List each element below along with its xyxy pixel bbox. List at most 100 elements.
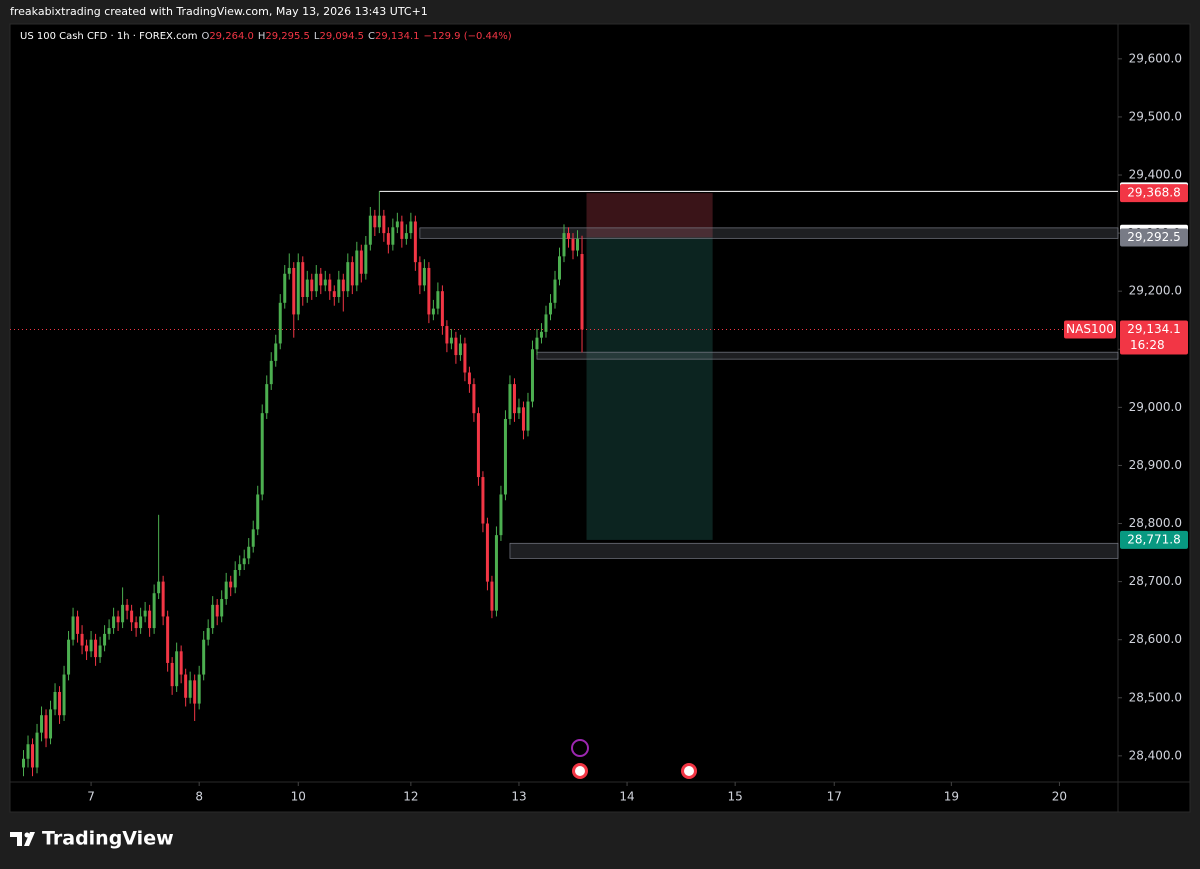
candle-body [436, 291, 440, 309]
candle-body [521, 407, 525, 431]
y-tick-label: 28,800.0 [1129, 516, 1182, 530]
candle-body [256, 494, 260, 530]
candle-body [346, 262, 350, 292]
y-tick-label: 28,700.0 [1129, 574, 1182, 588]
candle-body [467, 372, 471, 385]
candle-body [121, 604, 125, 623]
candle-body [530, 349, 534, 402]
candle-body [40, 715, 44, 733]
last-price: 29,134.1 [1127, 322, 1180, 336]
candle-body [274, 343, 278, 361]
x-tick-label: 8 [195, 790, 203, 804]
candle-body [427, 267, 431, 315]
price-label: 29,292.5 [1127, 230, 1180, 244]
legend-key: H [258, 31, 266, 42]
candle-body [454, 337, 458, 356]
candle-body [557, 256, 561, 280]
candle-body [98, 645, 102, 658]
y-tick-label: 29,600.0 [1129, 51, 1182, 65]
candle-body [292, 267, 296, 315]
candle-body [382, 215, 386, 234]
candle-body [184, 674, 188, 698]
candle-body [400, 221, 404, 239]
candle-body [67, 639, 71, 675]
candle-body [418, 262, 422, 286]
candle-body [22, 758, 26, 768]
candle-body [26, 744, 30, 759]
candle-body [193, 680, 197, 704]
candle-body [368, 215, 372, 245]
candle-body [485, 523, 489, 582]
y-tick-label: 28,400.0 [1129, 748, 1182, 762]
candle-body [31, 744, 35, 768]
candle-body [206, 628, 210, 640]
candle-body [364, 244, 368, 274]
candle-body [80, 633, 84, 646]
x-tick-label: 15 [728, 790, 743, 804]
candle-body [53, 691, 57, 710]
y-tick-label: 29,500.0 [1129, 109, 1182, 123]
candle-body [517, 407, 521, 414]
x-tick-label: 13 [511, 790, 526, 804]
candle-body [211, 604, 215, 629]
candle-body [562, 233, 566, 257]
candle-body [409, 221, 413, 234]
candle-body [499, 494, 503, 536]
candle-body [152, 593, 156, 629]
candle-body [251, 529, 255, 547]
candle-body [476, 413, 480, 478]
candle-body [481, 477, 485, 524]
candle-body [139, 616, 143, 629]
candle-body [359, 250, 363, 274]
candle-body [215, 604, 219, 617]
candle-body [386, 233, 390, 245]
legend-value: 29,264.0 [209, 31, 254, 42]
price-label-box [1120, 184, 1188, 203]
legend-change: −129.9 (−0.44%) [424, 31, 512, 42]
candle-body [395, 221, 399, 228]
candle-body [576, 238, 580, 251]
candle-body [463, 343, 467, 373]
candle-body [103, 633, 107, 646]
candle-body [350, 262, 354, 286]
candle-body [323, 279, 327, 286]
y-tick-label: 29,000.0 [1129, 400, 1182, 414]
x-tick-label: 20 [1052, 790, 1067, 804]
candle-body [539, 331, 543, 338]
candle-body [269, 360, 273, 385]
candle-body [283, 273, 287, 303]
candle-body [337, 279, 341, 297]
y-tick-label: 28,500.0 [1129, 690, 1182, 704]
brand: TradingView [42, 828, 174, 850]
symbol-legend: US 100 Cash CFD · 1h · FOREX.com O29,264.… [20, 31, 512, 42]
x-tick-label: 10 [291, 790, 306, 804]
stop-zone [586, 193, 713, 238]
candle-body [404, 233, 408, 239]
legend-value: 29,295.5 [265, 31, 310, 42]
candle-body [341, 279, 345, 292]
candle-body [287, 267, 291, 274]
candle-body [278, 302, 282, 344]
candle-body [76, 616, 80, 634]
legend-key: C [368, 31, 375, 42]
candle-body [148, 610, 152, 629]
price-label: 28,771.8 [1127, 532, 1180, 546]
candle-body [265, 384, 269, 414]
candle-body [188, 680, 192, 698]
y-tick-label: 29,200.0 [1129, 284, 1182, 298]
candle-body [130, 610, 134, 623]
candle-body [319, 273, 323, 286]
y-tick-label: 29,400.0 [1129, 168, 1182, 182]
candle-body [526, 401, 530, 431]
x-tick-label: 12 [403, 790, 418, 804]
candle-body [332, 291, 336, 297]
legend-value: 29,134.1 [375, 31, 420, 42]
candle-body [445, 326, 449, 344]
symbol: US 100 Cash CFD · 1h · FOREX.com [20, 31, 197, 42]
candle-body [247, 546, 251, 559]
price-label-box [1120, 530, 1188, 549]
candle-body [85, 645, 89, 652]
legend-value: 29,094.5 [319, 31, 364, 42]
candle-body [202, 639, 206, 675]
